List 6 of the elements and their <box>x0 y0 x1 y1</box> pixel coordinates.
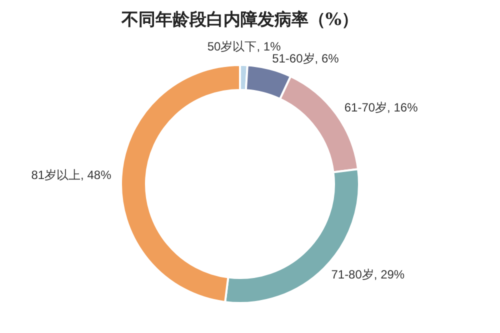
slice-label: 51-60岁, 6% <box>272 51 340 66</box>
slice-label: 50岁以下, 1% <box>207 39 282 54</box>
slice-label: 71-80岁, 29% <box>331 268 405 282</box>
chart-title: 不同年龄段白内障发病率（%） <box>120 9 360 31</box>
slice-label: 61-70岁, 16% <box>344 100 418 114</box>
slice-label: 81岁以上, 48% <box>31 168 112 182</box>
